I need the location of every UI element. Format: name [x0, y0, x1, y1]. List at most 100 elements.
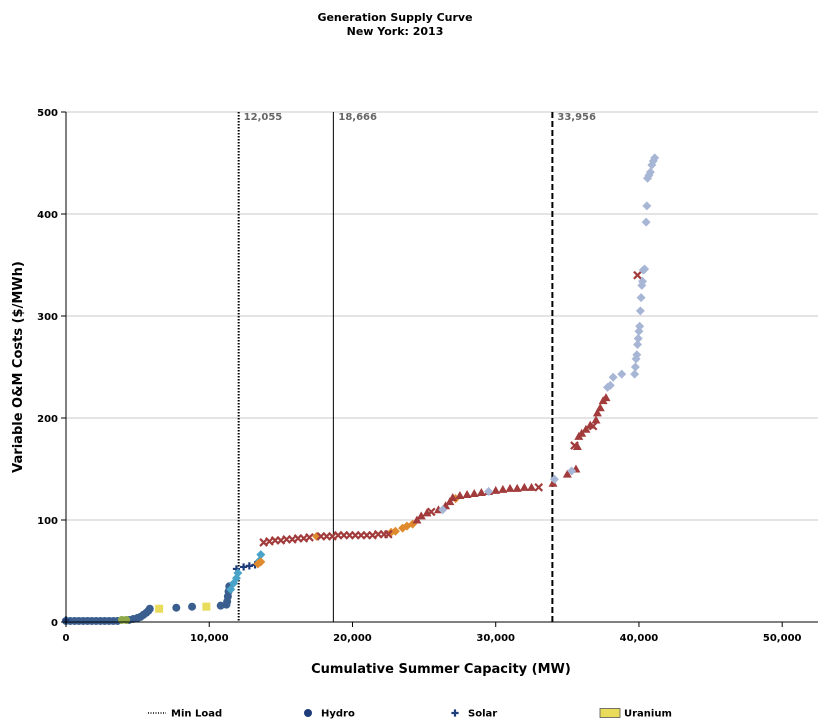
data-point: [519, 482, 529, 491]
data-point: [642, 201, 652, 211]
legend-label: Min Load: [171, 709, 222, 720]
data-point: [416, 511, 426, 520]
data-point: [633, 270, 642, 280]
legend-symbol: [451, 709, 459, 717]
data-point: [591, 415, 601, 424]
data-point: [305, 532, 314, 542]
y-tick-label: 300: [37, 312, 58, 323]
data-point: [595, 403, 605, 412]
data-point: [498, 484, 508, 493]
legend: Min Load Hydro Solar Uranium: [148, 708, 672, 720]
data-point: [256, 557, 266, 567]
axes: [65, 112, 818, 623]
series-petroleum: [412, 393, 611, 524]
x-tick-label: 30,000: [476, 633, 515, 644]
x-tick-label: 40,000: [620, 633, 659, 644]
data-point: [577, 428, 587, 437]
data-point: [448, 493, 458, 502]
data-point: [572, 442, 582, 451]
data-point: [581, 424, 591, 433]
data-point: [605, 380, 615, 390]
x-tick-label: 0: [63, 633, 70, 644]
x-tick-label: 10,000: [190, 633, 229, 644]
series-wind: [226, 550, 266, 594]
y-axis-label: Variable O&M Costs ($/MWh): [11, 261, 26, 473]
data-point: [638, 276, 648, 286]
series-oil-gas-peakers: [438, 153, 660, 515]
series-uranium: [155, 602, 211, 613]
legend-item: Uranium: [599, 708, 672, 720]
y-tick-label: 500: [37, 108, 58, 119]
gridlines: [66, 111, 818, 521]
y-tick-label: 400: [37, 210, 58, 221]
legend-label: Uranium: [624, 709, 672, 720]
data-point: [636, 293, 646, 303]
series-wood: [117, 615, 131, 624]
data-point: [445, 497, 455, 506]
data-point: [650, 153, 660, 163]
data-point: [122, 615, 131, 624]
data-point: [534, 482, 544, 492]
data-point: [592, 408, 602, 417]
data-point: [422, 508, 432, 517]
data-point: [383, 529, 393, 539]
data-point: [145, 604, 154, 613]
data-point: [484, 486, 494, 496]
data-point: [172, 603, 181, 612]
data-point: [549, 474, 559, 484]
data-point: [548, 478, 558, 487]
chart-subtitle: New York: 2013: [347, 25, 444, 38]
data-point: [527, 482, 537, 491]
data-point: [155, 604, 164, 613]
y-tick-label: 0: [51, 618, 58, 629]
data-point: [562, 469, 572, 478]
data-point: [491, 485, 501, 494]
data-point: [635, 306, 645, 316]
legend-item: Solar: [451, 709, 497, 720]
legend-symbol: [304, 709, 312, 717]
data-point: [617, 369, 627, 379]
reference-line-label: 12,055: [244, 112, 283, 123]
legend-item: Min Load: [148, 709, 222, 720]
data-point: [476, 487, 486, 496]
x-tick-label: 20,000: [333, 633, 372, 644]
reference-line-label: 18,666: [338, 112, 377, 123]
data-point: [567, 466, 577, 476]
series-hydro: [62, 582, 234, 625]
series-other: [253, 494, 461, 569]
data-point: [390, 526, 400, 536]
data-points: [62, 153, 660, 625]
x-axis-label: Cumulative Summer Capacity (MW): [311, 662, 571, 677]
y-tick-label: 100: [37, 516, 58, 527]
legend-item: Hydro: [304, 709, 355, 720]
data-point: [455, 491, 465, 500]
data-point: [412, 515, 422, 524]
data-point: [632, 350, 642, 360]
data-point: [233, 568, 243, 578]
data-point: [635, 321, 645, 331]
reference-line-label: 33,956: [557, 112, 596, 123]
data-point: [633, 340, 643, 350]
reference-lines: 12,055 18,666 33,956: [237, 112, 596, 622]
data-point: [630, 369, 640, 379]
data-point: [462, 490, 472, 498]
data-point: [633, 333, 643, 343]
legend-label: Hydro: [321, 709, 355, 720]
x-tick-label: 50,000: [763, 633, 802, 644]
data-point: [512, 483, 522, 492]
chart-title: Generation Supply Curve: [317, 11, 472, 24]
data-point: [630, 362, 640, 372]
data-point: [601, 393, 611, 402]
tick-labels: 0 10,000 20,000 30,000 40,000 50,000 0 100 200 30…: [37, 108, 801, 644]
data-point: [188, 602, 197, 611]
data-point: [256, 550, 266, 560]
data-point: [641, 217, 651, 227]
data-point: [438, 505, 448, 515]
data-point: [640, 264, 650, 274]
legend-label: Solar: [468, 709, 497, 720]
data-point: [608, 372, 618, 382]
data-point: [469, 488, 479, 497]
data-point: [645, 167, 655, 177]
data-point: [585, 420, 595, 429]
